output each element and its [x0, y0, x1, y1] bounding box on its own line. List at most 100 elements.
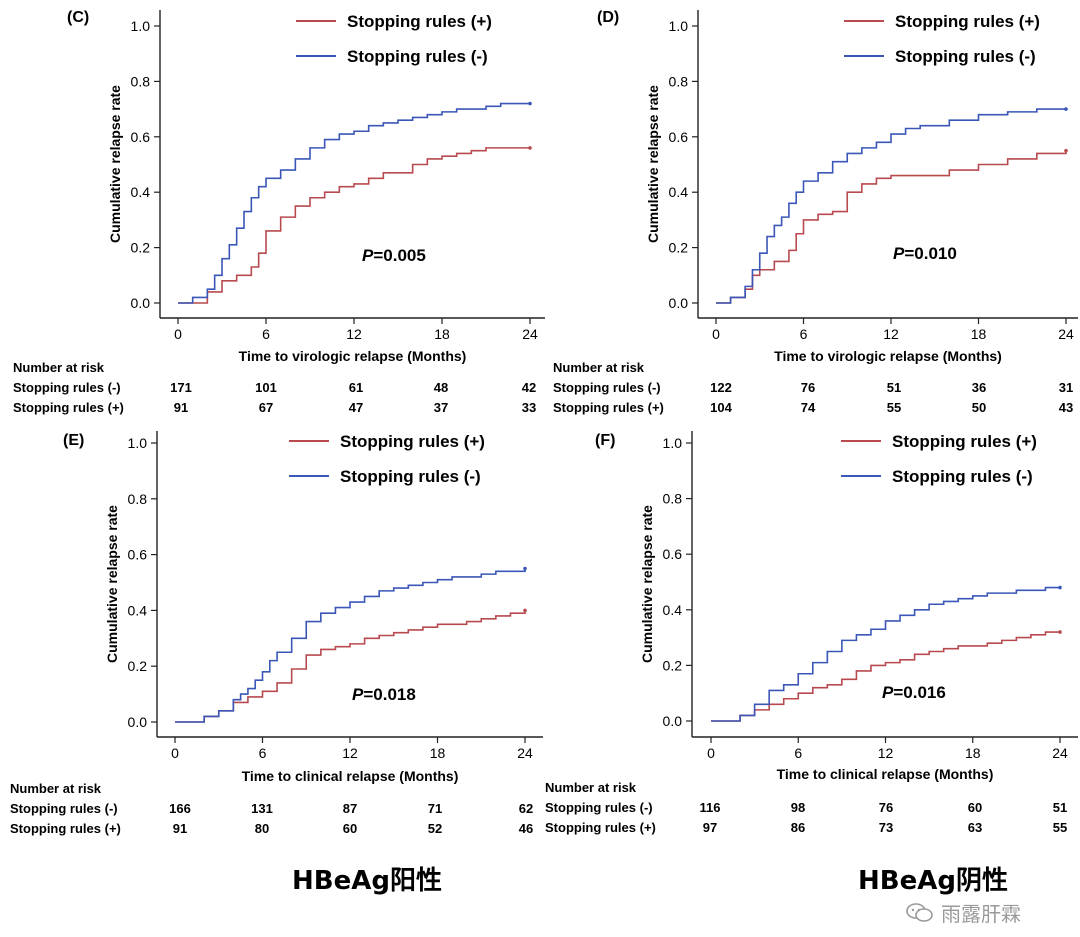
risk-table-row-label: Stopping rules (-) [13, 380, 121, 395]
risk-table-value: 31 [1059, 380, 1073, 395]
x-tick-label: 24 [1052, 745, 1068, 761]
y-tick-label: 1.0 [131, 18, 151, 34]
risk-table-value: 76 [879, 800, 893, 815]
x-tick-label: 0 [171, 745, 179, 761]
risk-table-value: 48 [434, 380, 448, 395]
risk-table-header: Number at risk [553, 360, 645, 375]
y-tick-label: 0.0 [663, 713, 683, 729]
x-tick-label: 12 [883, 326, 899, 342]
series-line-stopping-rules-plus [716, 150, 1067, 304]
risk-table-row-label: Stopping rules (+) [10, 821, 121, 836]
legend-label: Stopping rules (-) [892, 467, 1033, 486]
series-line-stopping-rules-plus [711, 631, 1060, 722]
y-tick-label: 1.0 [128, 435, 148, 451]
y-axis-label: Cumulative relapse rate [639, 505, 655, 663]
risk-table-value: 131 [251, 801, 273, 816]
risk-table-value: 166 [169, 801, 191, 816]
risk-table-value: 43 [1059, 400, 1073, 415]
risk-table-header: Number at risk [13, 360, 105, 375]
y-tick-label: 0.4 [131, 184, 151, 200]
x-axis-label: Time to clinical relapse (Months) [777, 766, 994, 782]
series-end-point [1064, 148, 1068, 153]
x-tick-label: 18 [971, 326, 987, 342]
legend-label: Stopping rules (-) [895, 47, 1036, 66]
risk-table-value: 63 [968, 820, 982, 835]
legend-label: Stopping rules (+) [340, 432, 485, 451]
x-tick-label: 12 [342, 745, 358, 761]
x-tick-label: 6 [259, 745, 267, 761]
p-value: P=0.005 [362, 246, 426, 265]
risk-table-value: 60 [343, 821, 357, 836]
p-value: P=0.018 [352, 685, 416, 704]
x-tick-label: 6 [794, 745, 802, 761]
risk-table-value: 62 [519, 801, 533, 816]
y-tick-label: 0.6 [131, 129, 151, 145]
y-tick-label: 0.4 [663, 602, 683, 618]
x-axis-label: Time to virologic relapse (Months) [239, 348, 467, 364]
panel-label: (D) [597, 9, 619, 26]
risk-table-value: 87 [343, 801, 357, 816]
series-end-point [523, 608, 527, 613]
y-tick-label: 0.0 [669, 295, 689, 311]
risk-table-value: 37 [434, 400, 448, 415]
y-tick-label: 0.4 [128, 602, 148, 618]
series-end-point [1058, 630, 1062, 634]
y-tick-label: 1.0 [669, 18, 689, 34]
x-axis-label: Time to virologic relapse (Months) [774, 348, 1002, 364]
legend-label: Stopping rules (-) [347, 47, 488, 66]
y-tick-label: 0.8 [669, 73, 689, 89]
series-end-point [528, 146, 532, 150]
legend-label: Stopping rules (+) [892, 432, 1037, 451]
y-axis-label: Cumulative relapse rate [645, 85, 661, 243]
risk-table-value: 80 [255, 821, 269, 836]
risk-table-value: 42 [522, 380, 536, 395]
risk-table-value: 76 [801, 380, 815, 395]
risk-table-value: 51 [1053, 800, 1067, 815]
x-tick-label: 24 [1058, 326, 1074, 342]
risk-table-value: 55 [887, 400, 901, 415]
p-value-number: =0.005 [373, 246, 425, 265]
legend-label: Stopping rules (+) [895, 12, 1040, 31]
x-tick-label: 12 [346, 326, 362, 342]
risk-table-value: 91 [174, 400, 188, 415]
legend-label: Stopping rules (-) [340, 467, 481, 486]
y-tick-label: 0.6 [663, 546, 683, 562]
group-label-left: HBeAg阳性 [292, 866, 442, 896]
p-value: P=0.010 [893, 244, 957, 263]
km-panel-0: 0.0 0.2 0.4 0.6 0.8 1.0 0 6 12 18 24 Time to virolo… [13, 9, 545, 415]
x-tick-label: 18 [430, 745, 446, 761]
y-tick-label: 0.0 [128, 714, 148, 730]
series-line-stopping-rules-minus [716, 108, 1066, 304]
series-line-stopping-rules-plus [178, 147, 530, 304]
x-tick-label: 24 [522, 326, 538, 342]
risk-table-value: 47 [349, 400, 363, 415]
risk-table-row-label: Stopping rules (+) [545, 820, 656, 835]
x-tick-label: 0 [707, 745, 715, 761]
y-tick-label: 0.6 [669, 129, 689, 145]
risk-table-value: 71 [428, 801, 442, 816]
series-line-stopping-rules-minus [178, 102, 530, 304]
risk-table-value: 101 [255, 380, 277, 395]
p-value-symbol: P [893, 244, 905, 263]
risk-table-value: 73 [879, 820, 893, 835]
y-tick-label: 0.6 [128, 547, 148, 563]
watermark: 雨露肝霖 [905, 898, 1021, 927]
series-end-point [1058, 585, 1062, 590]
panel-label: (E) [63, 432, 84, 449]
risk-table-value: 52 [428, 821, 442, 836]
x-axis-label: Time to clinical relapse (Months) [242, 768, 459, 784]
y-axis-label: Cumulative relapse rate [107, 85, 123, 243]
p-value-symbol: P [352, 685, 364, 704]
legend-label: Stopping rules (+) [347, 12, 492, 31]
x-tick-label: 6 [800, 326, 808, 342]
p-value-number: =0.018 [363, 685, 415, 704]
risk-table-value: 104 [710, 400, 732, 415]
p-value: P=0.016 [882, 683, 946, 702]
risk-table-value: 61 [349, 380, 363, 395]
x-tick-label: 0 [174, 326, 182, 342]
risk-table-value: 97 [703, 820, 717, 835]
series-end-point [528, 101, 532, 106]
km-panel-1: 0.0 0.2 0.4 0.6 0.8 1.0 0 6 12 18 24 Time to virolo… [553, 9, 1078, 415]
x-tick-label: 12 [878, 745, 894, 761]
